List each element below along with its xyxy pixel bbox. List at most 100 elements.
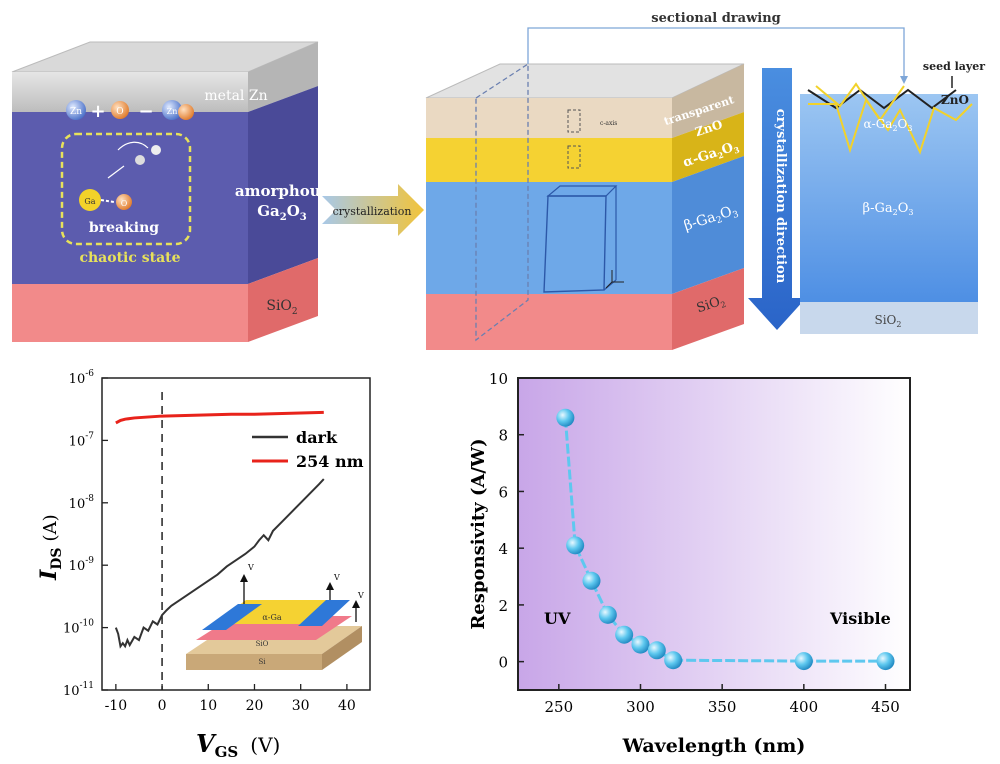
beta-front-face	[426, 182, 672, 294]
arrow-shape-icon	[322, 184, 424, 236]
probe-arrow-icon	[326, 582, 334, 590]
layer-label-zn: metal Zn	[204, 88, 267, 104]
y-tick-label: 10-10	[63, 619, 94, 637]
o-atom-label: O	[121, 199, 128, 208]
zno-product-label: Zn	[167, 107, 178, 116]
inset-sio2-label: SiO	[256, 640, 269, 648]
y-tick-label: 10-7	[69, 431, 95, 449]
legend-dark-label: dark	[296, 428, 338, 447]
series-254nm-line	[115, 410, 324, 425]
small-atom-icon	[151, 145, 161, 155]
x-tick-label: 0	[158, 698, 167, 714]
zno-product-o-icon	[178, 104, 194, 120]
ga-atom-label: Ga	[84, 197, 95, 206]
amorphous-stack-diagram: metal Zn amorphous Ga2O3 SiO2 Zn + O − Z…	[11, 41, 329, 342]
zno-unit-cell-icon	[567, 109, 581, 133]
chaotic-state-label: chaotic state	[79, 250, 180, 266]
chart2-plot-frame	[517, 377, 911, 691]
x-tick-label: 40	[338, 698, 356, 714]
y-tick-label: 2	[498, 597, 508, 615]
responsivity-chart: 250 300 350 400 450 0 2 4 6 8 10 UV Visible Respon…	[468, 370, 911, 757]
x-tick-label: 30	[292, 698, 310, 714]
zno-product-zn-icon	[162, 100, 182, 120]
chart2-x-axis-label: Wavelength (nm)	[622, 735, 806, 757]
sio2-front-face	[426, 294, 672, 350]
section-sio2-label: SiO2	[875, 313, 902, 329]
responsivity-line	[563, 417, 886, 663]
motion-arrow-icon	[107, 165, 125, 179]
sio2-side-face	[248, 258, 318, 342]
chart1-x-axis-label: VGS (V)	[196, 729, 280, 761]
data-point	[631, 635, 650, 654]
data-point	[566, 536, 585, 555]
section-beta-label: β-Ga2O3	[863, 201, 914, 217]
beta-side-face	[672, 156, 744, 294]
substrate-side	[322, 626, 362, 670]
zn-side-face	[248, 42, 318, 112]
layer-label-sio2: SiO2	[266, 298, 297, 317]
alpha-grain-boundary	[808, 97, 973, 155]
alpha-unit-cell-icon	[567, 145, 581, 169]
x-tick-label: 20	[246, 698, 264, 714]
crystallization-arrow: crystallization	[322, 184, 424, 236]
minus-sign: −	[138, 101, 153, 122]
o-atom-icon	[116, 194, 132, 210]
crystallization-direction-label: crystallization direction	[773, 109, 788, 284]
y-tick-label: 10-11	[63, 681, 94, 699]
y-tick-label: 0	[498, 654, 508, 672]
axis-triad-icon	[605, 270, 624, 289]
x-tick-label: 400	[790, 698, 819, 716]
inset-v-label-3: V	[357, 591, 364, 600]
section-zno-label: ZnO	[941, 93, 969, 107]
plus-sign: +	[90, 101, 105, 122]
broken-bond-icon	[100, 199, 115, 203]
data-point	[647, 641, 666, 660]
layer-label-ga2o3: Ga2O3	[257, 202, 307, 223]
sio2-front-face	[12, 284, 248, 342]
x-tick-label: 350	[708, 698, 737, 716]
zn-atom-icon	[66, 100, 86, 120]
y-tick-label: 10-9	[69, 556, 95, 574]
o-atom-icon	[111, 101, 129, 119]
x-tick-label: 300	[626, 698, 655, 716]
zn-atom-label: Zn	[70, 107, 82, 117]
electrode-left	[202, 604, 262, 630]
y-tick-label: 10	[489, 370, 508, 388]
data-point	[556, 408, 575, 427]
layer-label-amorphous: amorphous	[235, 182, 329, 200]
section-alpha-label: α-Ga2O3	[864, 117, 913, 133]
zno-front-face	[426, 98, 672, 138]
visible-region-label: Visible	[829, 609, 891, 628]
sio2-side-face	[672, 268, 744, 350]
inset-v-label-2: V	[333, 573, 340, 582]
sectional-connector	[527, 27, 905, 80]
uv-region-label: UV	[544, 609, 571, 628]
x-tick-label: 10	[199, 698, 217, 714]
beta-unit-cell-top-icon	[546, 185, 618, 197]
breaking-label: breaking	[89, 220, 159, 236]
zno-side-face	[672, 64, 744, 138]
zno-seed-zigzag	[807, 88, 957, 110]
crystallization-label: crystallization	[333, 205, 412, 218]
data-point	[794, 652, 813, 671]
inset-device-icon: α-Ga SiO Si V V V	[186, 563, 364, 670]
substrate-front	[186, 654, 322, 670]
chart2-y-axis-label: Responsivity (A/W)	[468, 438, 489, 629]
legend-254nm-label: 254 nm	[296, 452, 364, 471]
x-tick-label: -10	[105, 698, 128, 714]
seed-layer-label: seed layer	[923, 60, 985, 73]
alpha-front-face	[426, 138, 672, 182]
motion-arrow-icon	[117, 141, 149, 151]
chart2-background	[518, 378, 910, 690]
probe-arrow-icon	[352, 600, 360, 608]
ids-vgs-chart: -10 0 10 20 30 40 10-11 10-10 10-9 10-8 10-7 10-6 d…	[36, 369, 371, 761]
data-point	[598, 605, 617, 624]
data-point	[615, 625, 634, 644]
sectional-drawing-label: sectional drawing	[651, 11, 781, 26]
zn-front-face	[12, 72, 248, 112]
y-tick-label: 4	[498, 540, 508, 558]
y-tick-label: 8	[498, 427, 508, 445]
connector-arrow-icon	[900, 76, 908, 84]
c-axis-label: c-axis	[600, 120, 617, 127]
